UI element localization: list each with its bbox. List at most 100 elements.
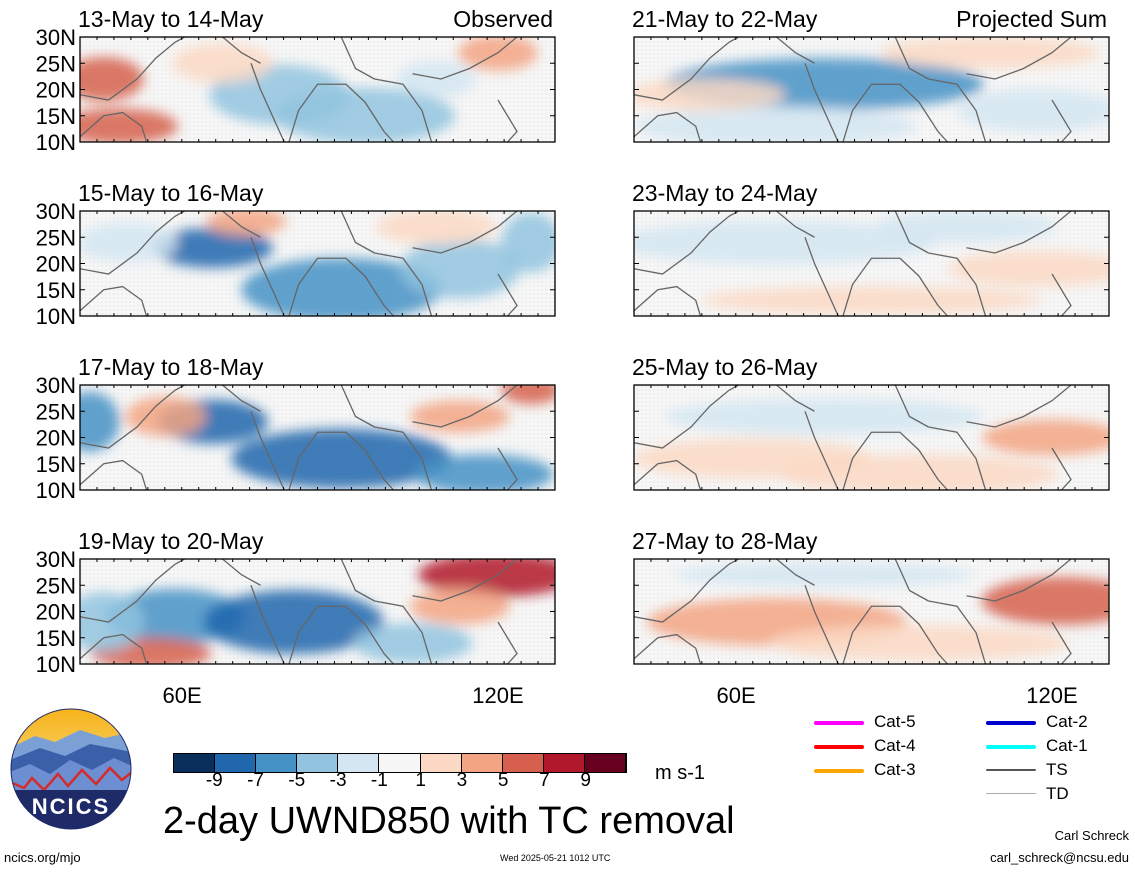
y-tick-label: 15N	[36, 452, 76, 477]
colorbar	[173, 753, 627, 773]
panel-period-label: 17-May to 18-May	[78, 354, 264, 380]
coastline	[80, 111, 148, 142]
coastline	[412, 211, 518, 254]
shading-blob	[779, 454, 1059, 490]
coastline	[250, 411, 285, 490]
coastline	[374, 252, 433, 316]
colorbar-swatch	[215, 754, 257, 772]
footer-timestamp: Wed 2025-05-21 1012 UTC	[500, 853, 611, 863]
coastline	[222, 559, 261, 586]
y-tick-label: 25N	[36, 225, 76, 250]
coastline	[374, 600, 433, 664]
colorbar-swatch	[543, 754, 585, 772]
map-panel: 23-May to 24-May	[632, 180, 1110, 317]
shading-blob	[701, 286, 1042, 315]
coastline	[288, 83, 394, 142]
colorbar-label: -5	[288, 770, 306, 791]
coastline	[776, 211, 815, 238]
coastline	[288, 257, 394, 316]
coastline	[374, 426, 433, 490]
y-tick-label: 10N	[36, 652, 76, 677]
shading-blob	[410, 588, 510, 625]
shading-blob	[634, 78, 786, 111]
y-tick-label: 30N	[36, 547, 76, 572]
coastline	[80, 285, 148, 316]
coastline	[842, 605, 948, 664]
colorbar-swatch	[584, 754, 627, 772]
panel-period-label: 21-May to 22-May	[632, 6, 818, 32]
map-panel: 27-May to 28-May	[632, 528, 1110, 665]
shading-blob	[410, 400, 510, 433]
coastline	[374, 78, 433, 142]
coastline	[842, 257, 948, 316]
y-tick-label: 15N	[36, 626, 76, 651]
shading-blob	[769, 625, 1069, 661]
shading-blob	[957, 88, 1109, 133]
coastline	[80, 385, 185, 449]
colorbar-label: 5	[497, 770, 509, 791]
track-legend-line	[814, 745, 864, 749]
x-tick-label: 60E	[163, 683, 202, 708]
colorbar-label: -7	[247, 770, 264, 791]
coastline	[634, 285, 702, 316]
track-legend-line	[814, 721, 864, 725]
footer-url[interactable]: ncics.org/mjo	[4, 850, 81, 865]
column-label-observed: Observed	[453, 6, 553, 32]
coastline	[80, 633, 148, 664]
coastline	[776, 559, 815, 586]
coastline	[894, 37, 929, 80]
shading-blob	[80, 57, 144, 101]
shading-blob	[947, 250, 1109, 287]
y-tick-label: 10N	[36, 304, 76, 329]
shading-blob	[125, 396, 206, 437]
track-legend-label: TS	[1046, 760, 1068, 779]
coastline	[497, 273, 518, 316]
coastline	[412, 37, 518, 80]
y-tick-label: 30N	[36, 25, 76, 50]
coastline	[250, 585, 285, 664]
footer-author: Carl Schreck	[1054, 828, 1129, 843]
shading-blob	[80, 108, 178, 142]
coastline	[966, 559, 1072, 602]
coastline	[222, 211, 261, 238]
shading-blob	[80, 391, 120, 452]
shading-blob	[880, 37, 1101, 69]
shading-blob	[172, 43, 273, 84]
shading-blob	[636, 106, 917, 142]
panel-period-label: 27-May to 28-May	[632, 528, 818, 554]
y-tick-label: 30N	[36, 199, 76, 224]
colorbar-label: -9	[205, 770, 223, 791]
y-tick-label: 15N	[36, 278, 76, 303]
shading-blob	[376, 211, 497, 245]
coastline	[412, 559, 518, 602]
coastline	[966, 385, 1072, 428]
coastline	[966, 211, 1072, 254]
y-tick-label: 20N	[36, 78, 76, 103]
colorbar-label: 9	[580, 770, 592, 791]
track-legend-line	[986, 793, 1036, 794]
coastline	[1051, 621, 1072, 664]
shading-blob	[501, 212, 555, 273]
colorbar-label: -1	[370, 770, 388, 791]
coastline	[804, 585, 839, 664]
footer-email[interactable]: carl_schreck@ncsu.edu	[990, 850, 1129, 865]
panel-period-label: 23-May to 24-May	[632, 180, 818, 206]
column-label-projected: Projected Sum	[956, 6, 1107, 32]
chart-title: 2-day UWND850 with TC removal	[163, 800, 735, 842]
track-legend: Cat-5 Cat-4 Cat-3 Cat-2 Cat-1 TS TD	[800, 712, 1130, 822]
coastline	[340, 211, 375, 254]
coastline	[497, 99, 518, 142]
coastline	[222, 385, 261, 412]
colorbar-swatch	[297, 754, 339, 772]
logo-text: NCICS	[31, 794, 111, 819]
colorbar-swatch	[420, 754, 462, 772]
colorbar-labels: -9 -7 -5 -3 -1 1 3 5 7 9	[173, 770, 627, 794]
coastline	[340, 385, 375, 428]
y-tick-label: 20N	[36, 600, 76, 625]
track-legend-label: Cat-5	[874, 712, 916, 731]
